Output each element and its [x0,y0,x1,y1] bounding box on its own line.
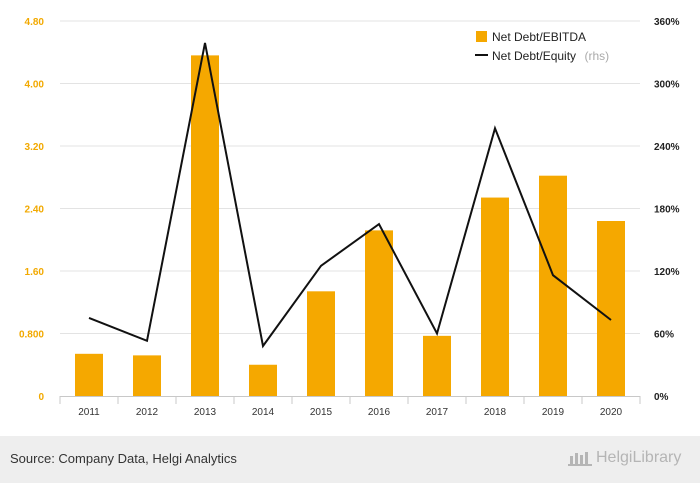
y-axis-left-ticks: 0 0.800 1.60 2.40 3.20 4.00 4.80 [19,17,44,403]
bar-series [75,55,625,396]
brand-logo: HelgiLibrary [568,449,681,467]
bar-2017 [423,335,451,396]
legend-label-equity-name: Net Debt/Equity [492,49,576,63]
y-right-tick-label: 240% [654,142,680,153]
y-left-tick-label: 4.00 [25,80,45,91]
y-right-tick-label: 180% [654,205,680,216]
y-right-tick-label: 0% [654,392,669,403]
x-tick-label: 2014 [252,407,275,418]
y-left-tick-label: 3.20 [25,142,45,153]
legend: Net Debt/EBITDA Net Debt/Equity (rhs) [475,30,609,64]
legend-swatch-bar [476,31,487,42]
bar-2013 [191,55,219,396]
chart: 0 0.800 1.60 2.40 3.20 4.00 4.80 0% 60% 120% 180%… [19,17,680,418]
y-axis-right-ticks: 0% 60% 120% 180% 240% 300% 360% [654,17,680,403]
y-left-tick-label: 0 [38,392,44,403]
bar-2018 [481,197,509,396]
x-tick-label: 2016 [368,407,391,418]
x-tick-label: 2012 [136,407,159,418]
x-tick-label: 2013 [194,407,217,418]
line-net-debt-equity [88,42,612,349]
legend-label-ebitda: Net Debt/EBITDA [492,30,586,44]
x-tick-label: 2019 [542,407,565,418]
x-tick-label: 2017 [426,407,449,418]
y-right-tick-label: 120% [654,267,680,278]
source-note: Source: Company Data, Helgi Analytics [10,451,237,466]
legend-label-equity-suffix: (rhs) [585,49,610,63]
bar-2019 [539,175,567,396]
x-tick-label: 2020 [600,407,623,418]
bar-2016 [365,230,393,396]
y-left-tick-label: 4.80 [25,17,45,28]
y-left-tick-label: 0.800 [19,330,44,341]
x-tick-label: 2011 [78,407,100,418]
y-right-tick-label: 300% [654,80,680,91]
y-right-tick-label: 60% [654,330,674,341]
x-axis-ticks: 2011 2012 2013 2014 2015 2016 2017 2018 2019 2020 [78,407,622,418]
bar-2014 [249,364,277,396]
x-tick-label: 2015 [310,407,333,418]
y-left-tick-label: 2.40 [25,205,45,216]
bar-2020 [597,221,625,396]
footer-band [0,436,700,483]
brand-name: HelgiLibrary [596,449,682,466]
axes [59,396,641,404]
bar-2011 [75,353,103,396]
y-right-tick-label: 360% [654,17,680,28]
y-left-tick-label: 1.60 [25,267,45,278]
brand-icon [568,452,592,466]
x-tick-label: 2018 [484,407,507,418]
legend-label-equity: Net Debt/Equity (rhs) [492,47,609,64]
line-series [88,42,612,349]
bar-2012 [133,355,161,396]
bar-2015 [307,291,335,396]
